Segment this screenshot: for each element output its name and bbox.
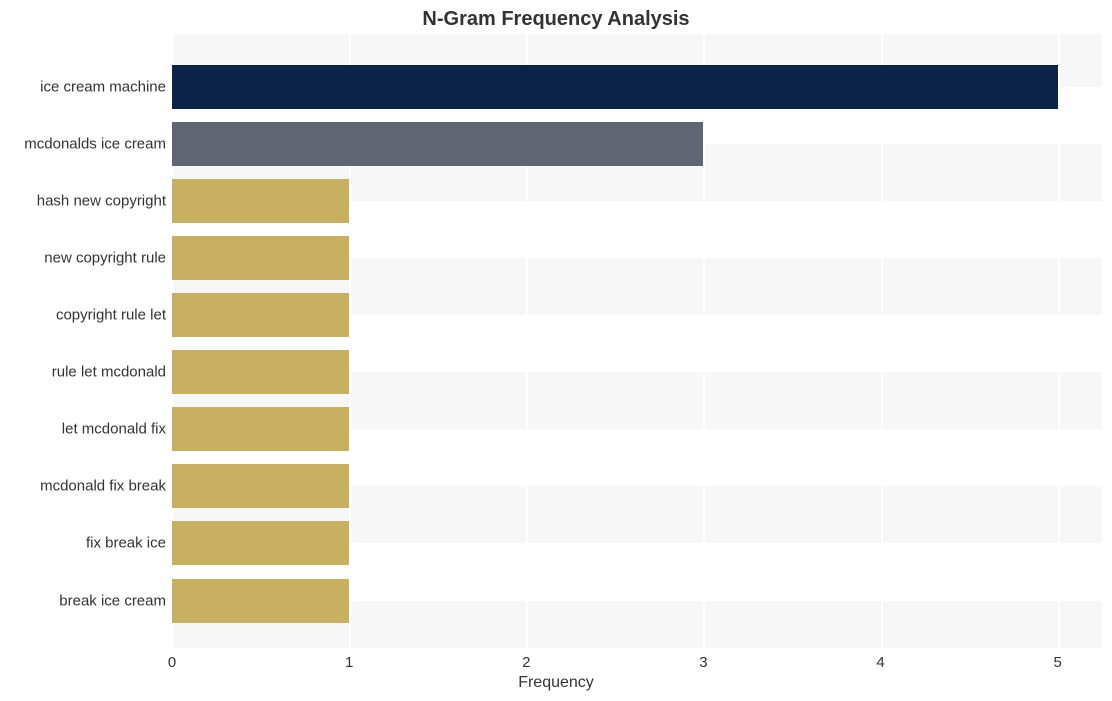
y-tick-label: mcdonalds ice cream bbox=[24, 135, 166, 152]
y-tick-label: ice cream machine bbox=[40, 78, 166, 95]
x-tick-label: 3 bbox=[699, 654, 707, 671]
bar bbox=[172, 464, 349, 508]
bar bbox=[172, 236, 349, 280]
bar bbox=[172, 579, 349, 623]
bar bbox=[172, 179, 349, 223]
bar bbox=[172, 293, 349, 337]
y-tick-label: rule let mcdonald bbox=[52, 364, 166, 381]
y-tick-label: copyright rule let bbox=[56, 307, 166, 324]
ngram-chart: N-Gram Frequency Analysis ice cream mach… bbox=[0, 0, 1112, 701]
y-tick-label: let mcdonald fix bbox=[62, 421, 166, 438]
bar bbox=[172, 65, 1058, 109]
x-tick-label: 2 bbox=[522, 654, 530, 671]
x-tick-label: 0 bbox=[168, 654, 176, 671]
y-tick-label: new copyright rule bbox=[44, 249, 166, 266]
chart-title: N-Gram Frequency Analysis bbox=[0, 8, 1112, 31]
bar bbox=[172, 521, 349, 565]
gridline bbox=[703, 34, 705, 648]
bar bbox=[172, 122, 703, 166]
y-tick-label: hash new copyright bbox=[37, 192, 166, 209]
x-tick-label: 4 bbox=[876, 654, 884, 671]
plot-area bbox=[172, 34, 1102, 648]
x-axis-label: Frequency bbox=[0, 674, 1112, 692]
bar bbox=[172, 350, 349, 394]
gridline bbox=[881, 34, 883, 648]
gridline bbox=[1058, 34, 1060, 648]
bar bbox=[172, 407, 349, 451]
x-tick-label: 1 bbox=[345, 654, 353, 671]
y-tick-label: mcdonald fix break bbox=[40, 478, 166, 495]
y-tick-label: break ice cream bbox=[59, 592, 166, 609]
y-tick-label: fix break ice bbox=[86, 535, 166, 552]
x-tick-label: 5 bbox=[1054, 654, 1062, 671]
